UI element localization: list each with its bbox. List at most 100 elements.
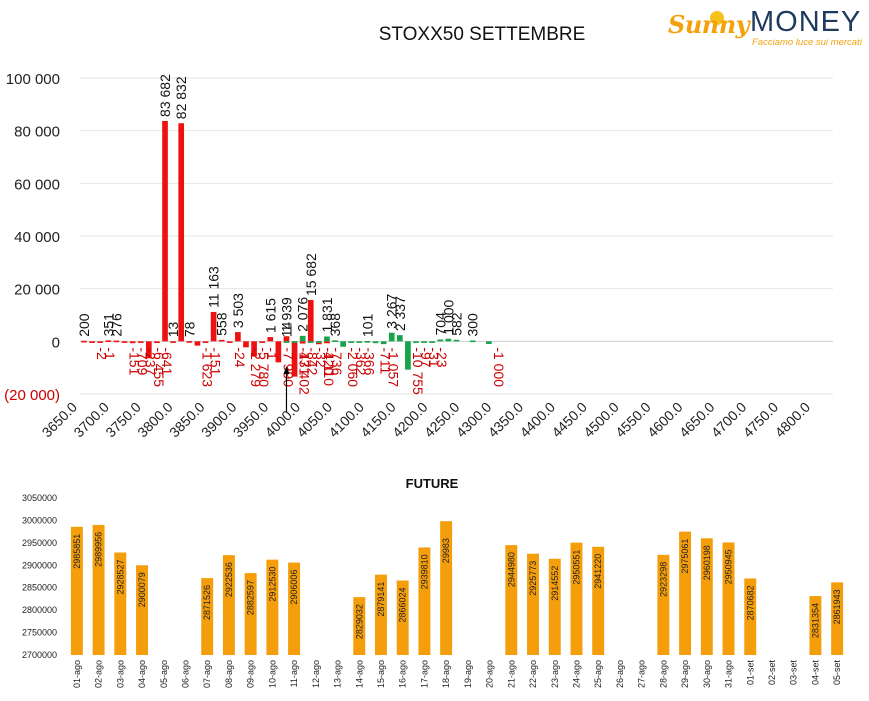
x-tick-label: 11-ago xyxy=(289,660,299,687)
data-label: -23 xyxy=(434,347,450,367)
data-label: 2870682 xyxy=(745,585,755,620)
y-tick-label: 3050000 xyxy=(22,493,57,503)
bar xyxy=(291,341,298,377)
bar xyxy=(316,341,322,343)
data-label: 1 939 xyxy=(278,297,294,332)
bar xyxy=(235,332,241,342)
data-label: 704 xyxy=(432,312,448,336)
data-label: -736 xyxy=(329,347,345,375)
data-label: 78 xyxy=(181,321,197,337)
data-label: -237 xyxy=(143,347,159,375)
bar xyxy=(283,341,290,343)
bar xyxy=(283,336,290,342)
y-tick-label: 2900000 xyxy=(22,560,57,570)
x-tick-label: 02-ago xyxy=(94,660,104,688)
data-label: 2906006 xyxy=(289,570,299,605)
bar xyxy=(92,524,105,655)
data-label: -24 xyxy=(232,347,248,367)
marker-arrowhead xyxy=(283,366,290,374)
x-tick-label: 03-set xyxy=(789,660,799,686)
data-label: 2975061 xyxy=(680,539,690,574)
x-tick-label: 10-ago xyxy=(267,660,277,688)
x-tick-label: 03-ago xyxy=(115,660,125,688)
bar xyxy=(210,311,217,342)
data-label: -2 xyxy=(94,347,110,360)
bar xyxy=(202,341,209,343)
x-tick-label: 4450.0 xyxy=(548,399,590,441)
x-tick-label: 3750.0 xyxy=(102,399,144,441)
bar xyxy=(332,340,338,342)
data-label: 13 xyxy=(165,322,181,338)
y-tick-label: 40 000 xyxy=(14,229,60,246)
data-label: 2900079 xyxy=(137,572,147,607)
data-label: 2914552 xyxy=(550,566,560,601)
x-tick-label: 3850.0 xyxy=(166,399,208,441)
x-tick-label: 04-set xyxy=(810,660,820,686)
data-label: 2923298 xyxy=(658,562,668,597)
bar xyxy=(129,341,136,344)
x-tick-label: 02-set xyxy=(767,660,777,686)
data-label: 2925773 xyxy=(528,561,538,596)
bar xyxy=(657,554,670,655)
x-tick-label: 31-ago xyxy=(724,660,734,688)
data-label: 2950945 xyxy=(724,549,734,584)
bar xyxy=(186,341,193,343)
x-tick-label: 4500.0 xyxy=(580,399,622,441)
data-label: 276 xyxy=(108,313,124,337)
bar xyxy=(388,332,395,342)
bar xyxy=(70,526,83,655)
data-label: 2960198 xyxy=(702,545,712,580)
data-label: 2939810 xyxy=(419,554,429,589)
bar xyxy=(679,531,692,655)
bar xyxy=(744,578,757,655)
x-tick-label: 19-ago xyxy=(463,660,473,688)
bar xyxy=(121,341,128,343)
options-chart-y-ticks: 100 000 80 000 60 000 40 000 20 000 0 (20 000) xyxy=(4,71,60,404)
x-tick-label: 21-ago xyxy=(506,660,516,688)
data-label: -1 xyxy=(264,347,280,360)
data-label: -13 402 xyxy=(297,347,313,395)
data-label: 15 682 xyxy=(303,253,319,296)
bar xyxy=(372,341,379,344)
x-tick-label: 4250.0 xyxy=(421,399,463,441)
data-label: -362 xyxy=(353,347,369,375)
future-chart-title: FUTURE xyxy=(406,476,459,491)
x-tick-label: 29-ago xyxy=(680,660,690,688)
data-label: -1 xyxy=(102,347,118,360)
data-label: 2879141 xyxy=(376,582,386,617)
x-tick-label: 4200.0 xyxy=(389,399,431,441)
data-label: 14 xyxy=(278,322,294,338)
x-tick-label: 12-ago xyxy=(311,660,321,688)
data-label: 2928527 xyxy=(115,559,125,594)
x-tick-label: 30-ago xyxy=(702,660,712,688)
x-tick-label: 4400.0 xyxy=(517,399,559,441)
y-tick-label: 3000000 xyxy=(22,515,57,525)
data-label: -10 755 xyxy=(410,347,426,395)
bar xyxy=(114,552,127,655)
data-label: -711 xyxy=(378,347,394,374)
data-label: 2882597 xyxy=(246,580,256,615)
brand-name-sunny: Sunny xyxy=(668,10,750,39)
data-label: -420 xyxy=(321,347,337,375)
bar xyxy=(831,582,844,655)
x-tick-label: 01-set xyxy=(745,660,755,686)
y-tick-label: 20 000 xyxy=(14,282,60,299)
x-tick-label: 18-ago xyxy=(441,660,451,688)
bar xyxy=(251,341,257,357)
bar xyxy=(218,339,225,342)
x-tick-label: 22-ago xyxy=(528,660,538,688)
bar xyxy=(145,341,152,359)
x-tick-label: 09-ago xyxy=(246,660,256,688)
future-chart-y-ticks: 3050000 3000000 2950000 2900000 2850000 28000… xyxy=(22,493,57,660)
data-label: 582 xyxy=(449,312,465,336)
x-tick-label: 05-ago xyxy=(159,660,169,688)
data-label: 3 503 xyxy=(230,293,246,328)
x-tick-label: 4150.0 xyxy=(357,399,399,441)
data-label: -2 060 xyxy=(345,347,361,387)
bar xyxy=(89,341,95,343)
bar xyxy=(162,120,168,342)
sun-icon xyxy=(710,11,724,25)
x-tick-label: 04-ago xyxy=(137,660,147,688)
data-label: -1 000 xyxy=(491,347,507,387)
